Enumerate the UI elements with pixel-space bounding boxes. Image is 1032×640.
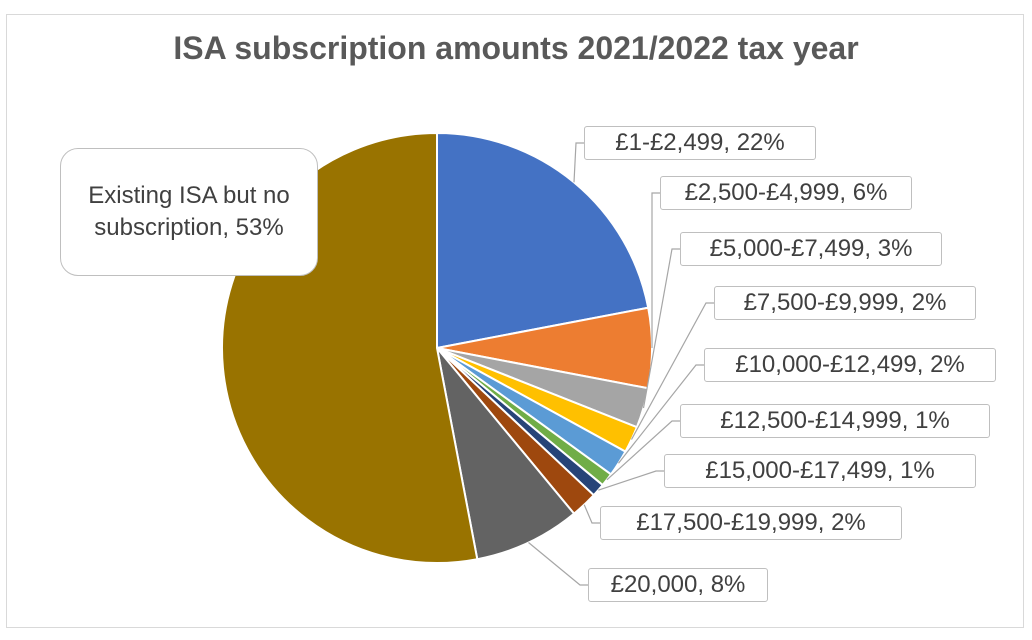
slice-label-2: £2,500-£4,999, 6% <box>660 176 912 210</box>
leader-line-8 <box>583 504 600 524</box>
slice-label-10: Existing ISA but no subscription, 53% <box>60 148 318 276</box>
slice-label-1: £1-£2,499, 22% <box>584 126 816 160</box>
pie-slice-1 <box>436 131 650 350</box>
pie-slice-9 <box>436 347 576 561</box>
slice-label-9: £20,000, 8% <box>588 568 768 602</box>
leader-line-9 <box>528 542 588 586</box>
leader-line-6 <box>606 420 680 481</box>
leader-line-3 <box>642 248 680 409</box>
leader-line-1 <box>573 142 584 183</box>
leader-line-5 <box>618 364 704 464</box>
slice-label-5: £10,000-£12,499, 2% <box>704 348 996 382</box>
leader-line-4 <box>630 302 714 440</box>
slice-label-3: £5,000-£7,499, 3% <box>680 232 942 266</box>
chart-title: ISA subscription amounts 2021/2022 tax y… <box>173 30 859 66</box>
slice-label-7: £15,000-£17,499, 1% <box>664 454 976 488</box>
slice-label-4: £7,500-£9,999, 2% <box>714 286 976 320</box>
leader-line-2 <box>651 192 660 348</box>
slice-label-8: £17,500-£19,999, 2% <box>600 506 902 540</box>
slice-label-6: £12,500-£14,999, 1% <box>680 404 990 438</box>
leader-line-7 <box>598 470 664 491</box>
